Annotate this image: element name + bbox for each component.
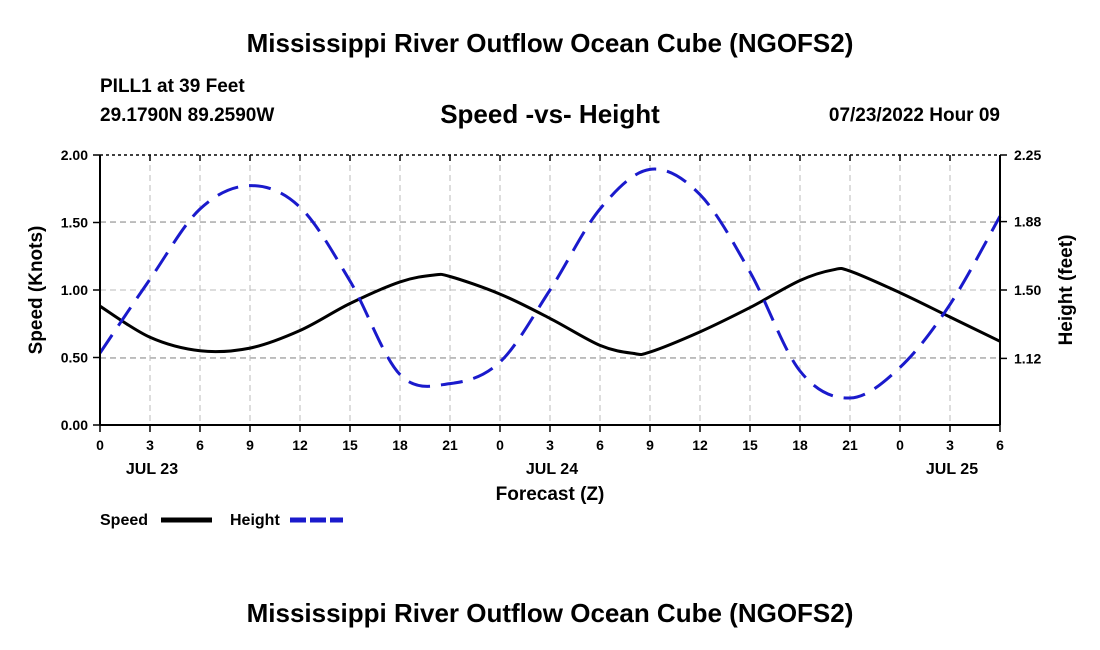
x-tick-label: 0: [896, 437, 904, 453]
x-tick-label: 12: [692, 437, 708, 453]
x-tick-label: 6: [196, 437, 204, 453]
x-date-label: JUL 25: [926, 461, 978, 478]
y-tick-label: 1.50: [61, 215, 88, 231]
series-line-speed: [99, 266, 1001, 357]
x-tick-label: 6: [996, 437, 1004, 453]
x-tick-label: 21: [442, 437, 458, 453]
y2-axis-title: Height (feet): [1056, 235, 1077, 346]
station-coordinates: 29.1790N 89.2590W: [100, 105, 275, 126]
x-tick-label: 21: [842, 437, 858, 453]
x-tick-label: 12: [292, 437, 308, 453]
y2-tick-label: 1.50: [1014, 282, 1041, 298]
x-date-label: JUL 23: [126, 461, 178, 478]
footer-title: Mississippi River Outflow Ocean Cube (NG…: [246, 598, 854, 628]
x-tick-label: 9: [246, 437, 254, 453]
y-tick-label: 0.50: [61, 350, 88, 366]
y-axis-title: Speed (Knots): [26, 226, 47, 355]
legend-label-speed: Speed: [100, 512, 148, 529]
y-tick-label: 2.00: [61, 147, 88, 163]
y2-tick-label: 1.88: [1014, 214, 1041, 230]
x-tick-label: 6: [596, 437, 604, 453]
y2-tick-label: 2.25: [1014, 147, 1041, 163]
x-tick-label: 9: [646, 437, 654, 453]
legend-label-height: Height: [230, 512, 280, 529]
x-tick-label: 0: [96, 437, 104, 453]
y2-tick-label: 1.12: [1014, 350, 1041, 366]
x-tick-label: 18: [392, 437, 408, 453]
x-tick-label: 3: [546, 437, 554, 453]
x-tick-label: 15: [342, 437, 358, 453]
main-title: Mississippi River Outflow Ocean Cube (NG…: [246, 28, 854, 58]
x-tick-label: 0: [496, 437, 504, 453]
y-tick-label: 0.00: [61, 417, 88, 433]
forecast-datetime: 07/23/2022 Hour 09: [828, 105, 1000, 126]
x-date-label: JUL 24: [526, 461, 578, 478]
station-label: PILL1 at 39 Feet: [100, 76, 245, 97]
y-tick-label: 1.00: [61, 282, 88, 298]
x-axis-title: Forecast (Z): [496, 484, 605, 505]
x-tick-label: 18: [792, 437, 808, 453]
x-tick-label: 15: [742, 437, 758, 453]
chart-subtitle: Speed -vs- Height: [440, 99, 660, 129]
x-tick-label: 3: [946, 437, 954, 453]
series-line-height: [98, 167, 1002, 400]
x-tick-label: 3: [146, 437, 154, 453]
